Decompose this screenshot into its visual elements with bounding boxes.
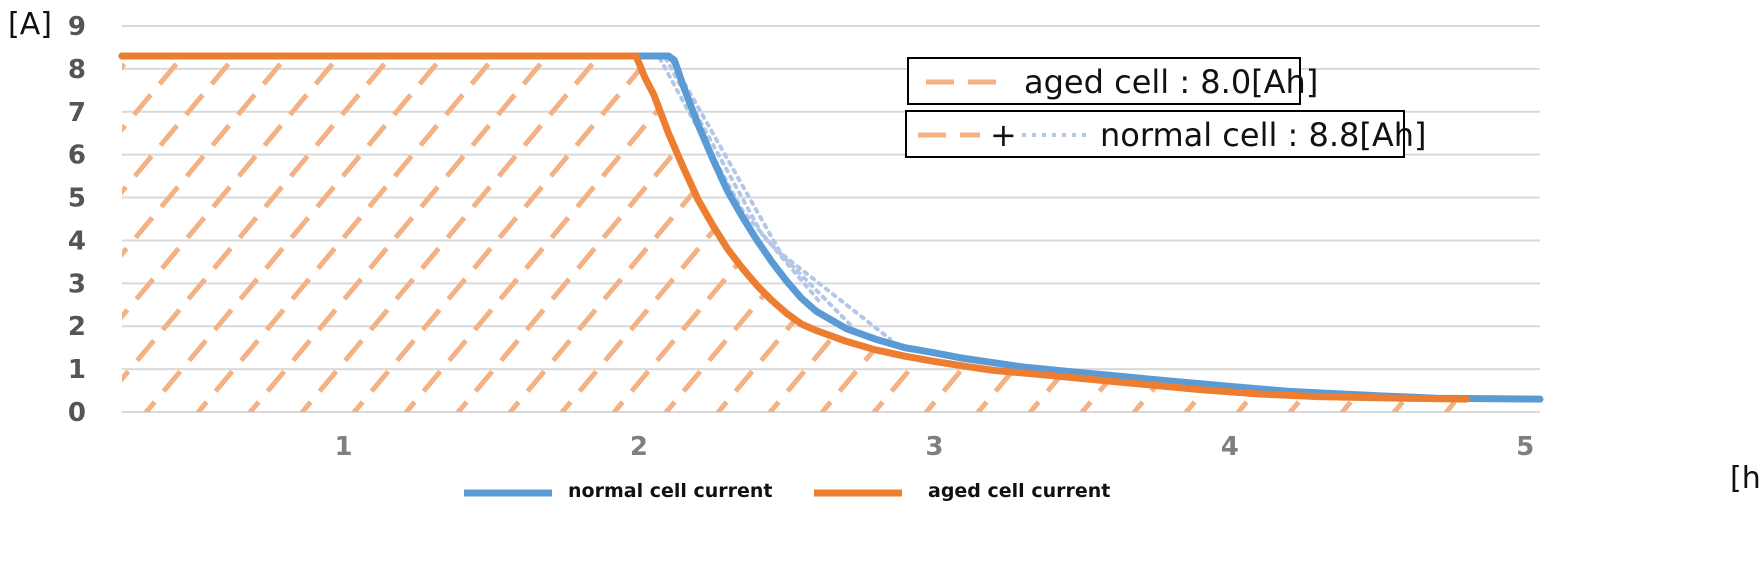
hatch-line <box>1384 56 1467 412</box>
hatch-line <box>1542 26 1763 422</box>
plus-sign: + <box>990 116 1017 154</box>
aged-annotation-box <box>907 57 1301 105</box>
hatch-line <box>0 26 104 422</box>
x-tick-label-3: 3 <box>925 432 943 462</box>
chart-legend: normal cell current aged cell current <box>464 480 1110 502</box>
y-tick-label-1: 1 <box>68 355 86 385</box>
hatch-line <box>1594 26 1763 422</box>
hatch-line <box>240 56 574 412</box>
hatch-line <box>188 56 522 412</box>
hatch-line <box>122 56 418 412</box>
normal-capacity-annotation: + normal cell : 8.8[Ah] <box>905 110 1427 158</box>
series-line-aged-cell-current <box>118 52 1470 403</box>
grid-lines <box>122 25 1540 413</box>
hatch-line <box>604 56 938 412</box>
x-tick-label-4: 4 <box>1221 432 1239 462</box>
hatch-line <box>448 56 782 412</box>
y-tick-label-5: 5 <box>68 184 86 214</box>
series-lines <box>118 52 1544 403</box>
hatch-line <box>344 56 678 412</box>
aged-capacity-annotation: aged cell : 8.0[Ah] <box>907 57 1318 105</box>
hatch-line <box>122 56 262 412</box>
hatch-line <box>1332 56 1467 412</box>
hatch-line <box>1436 56 1467 412</box>
y-tick-label-0: 0 <box>68 398 86 428</box>
series-line-normal-cell-current <box>118 52 1544 403</box>
y-tick-label-2: 2 <box>68 312 86 342</box>
y-tick-label-8: 8 <box>68 55 86 85</box>
dotted-capacity-line <box>669 58 893 342</box>
hatch-line <box>122 56 314 412</box>
y-tick-label-4: 4 <box>68 226 86 256</box>
hatch-line <box>552 56 886 412</box>
aged-annotation-text: aged cell : 8.0[Ah] <box>1024 63 1318 101</box>
hatch-line <box>500 56 834 412</box>
hatch-line <box>136 56 470 412</box>
normal-annotation-box <box>905 110 1405 158</box>
x-unit-label: [h] <box>1730 461 1763 496</box>
y-tick-label-9: 9 <box>68 12 86 42</box>
x-tick-label-1: 1 <box>335 432 353 462</box>
x-axis-ticks: 1 2 3 4 5 <box>335 432 1535 462</box>
hatch-line <box>1490 26 1763 422</box>
legend-label-normal: normal cell current <box>568 480 773 502</box>
hatch-line <box>1280 56 1467 412</box>
hatch-line <box>396 56 730 412</box>
x-tick-label-2: 2 <box>630 432 648 462</box>
y-tick-label-7: 7 <box>68 98 86 128</box>
hatch-line <box>122 56 210 412</box>
legend-label-aged: aged cell current <box>928 480 1110 502</box>
aged-capacity-hatch <box>0 26 1763 422</box>
hatch-line <box>0 26 52 422</box>
hatch-line <box>292 56 626 412</box>
hatch-line <box>122 56 366 412</box>
y-unit-label: [A] <box>8 7 52 42</box>
y-axis-ticks: 0 1 2 3 4 5 6 7 8 9 <box>68 12 86 428</box>
y-tick-label-6: 6 <box>68 141 86 171</box>
x-tick-label-5: 5 <box>1516 432 1534 462</box>
y-tick-label-3: 3 <box>68 269 86 299</box>
normal-annotation-text: normal cell : 8.8[Ah] <box>1100 116 1427 154</box>
